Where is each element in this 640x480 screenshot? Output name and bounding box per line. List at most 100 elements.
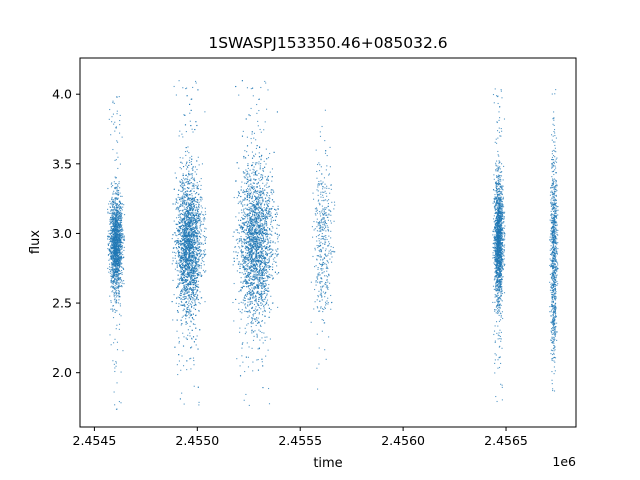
data-point bbox=[179, 240, 181, 242]
data-point bbox=[187, 246, 189, 248]
data-point bbox=[185, 224, 187, 226]
data-point bbox=[187, 275, 190, 277]
data-point bbox=[112, 252, 114, 254]
data-point bbox=[196, 217, 198, 219]
data-point bbox=[121, 195, 123, 197]
data-point bbox=[115, 279, 118, 281]
data-point bbox=[116, 186, 118, 188]
data-point bbox=[113, 217, 115, 219]
data-point bbox=[183, 234, 185, 236]
data-point bbox=[118, 238, 120, 240]
data-point bbox=[115, 291, 117, 293]
data-point bbox=[110, 210, 112, 212]
data-point bbox=[195, 275, 197, 277]
data-point bbox=[182, 289, 184, 291]
data-point bbox=[177, 255, 179, 257]
data-point bbox=[192, 318, 194, 320]
data-point bbox=[119, 313, 121, 315]
data-point bbox=[193, 228, 195, 230]
data-point bbox=[120, 216, 122, 218]
data-point bbox=[185, 249, 187, 251]
data-point bbox=[183, 232, 185, 234]
data-point bbox=[113, 391, 115, 393]
data-point bbox=[191, 251, 193, 253]
data-point bbox=[117, 254, 119, 256]
data-point bbox=[107, 212, 109, 214]
data-point bbox=[183, 229, 185, 231]
data-point bbox=[113, 254, 115, 256]
data-point bbox=[180, 203, 182, 205]
data-point bbox=[187, 238, 190, 240]
data-point bbox=[183, 195, 186, 197]
data-point bbox=[120, 279, 122, 281]
data-point bbox=[115, 310, 117, 312]
data-point bbox=[180, 266, 182, 268]
data-point bbox=[184, 178, 186, 180]
data-point bbox=[113, 241, 116, 243]
data-point bbox=[118, 181, 120, 183]
data-point bbox=[187, 311, 189, 313]
data-point bbox=[187, 291, 189, 294]
data-point bbox=[118, 96, 120, 98]
data-point bbox=[188, 164, 190, 166]
data-point bbox=[186, 261, 188, 263]
data-point bbox=[188, 254, 190, 256]
data-point bbox=[185, 318, 187, 320]
data-point bbox=[183, 252, 185, 254]
data-point bbox=[201, 211, 203, 213]
data-point bbox=[114, 292, 116, 294]
data-point bbox=[118, 241, 121, 243]
data-point bbox=[189, 281, 191, 283]
data-point bbox=[118, 299, 120, 301]
data-point bbox=[196, 227, 198, 229]
data-point bbox=[110, 308, 112, 310]
data-point bbox=[185, 215, 187, 217]
data-point bbox=[188, 225, 190, 228]
data-point bbox=[181, 258, 183, 260]
data-point bbox=[179, 261, 181, 263]
data-point bbox=[108, 236, 110, 238]
data-point bbox=[190, 288, 192, 290]
data-point bbox=[184, 273, 186, 275]
data-point bbox=[189, 212, 191, 214]
data-point bbox=[181, 230, 184, 232]
data-point bbox=[113, 248, 116, 250]
data-point bbox=[123, 256, 125, 259]
data-point bbox=[184, 188, 186, 190]
data-point bbox=[115, 246, 117, 249]
data-point bbox=[190, 230, 192, 232]
data-point bbox=[193, 241, 195, 243]
data-point bbox=[198, 239, 200, 241]
data-point bbox=[116, 212, 118, 215]
data-point bbox=[198, 257, 200, 259]
data-point bbox=[181, 225, 183, 227]
data-point bbox=[183, 251, 186, 254]
data-point bbox=[183, 336, 185, 338]
data-point bbox=[185, 321, 187, 323]
data-point bbox=[114, 228, 116, 230]
data-point bbox=[109, 206, 111, 208]
data-point bbox=[116, 280, 119, 282]
data-point bbox=[189, 242, 191, 244]
data-point bbox=[190, 276, 192, 278]
data-point bbox=[179, 265, 181, 267]
data-point bbox=[185, 279, 187, 281]
data-point bbox=[188, 159, 190, 161]
data-point bbox=[111, 283, 113, 285]
data-point bbox=[190, 347, 192, 349]
data-point bbox=[113, 272, 115, 274]
data-point bbox=[196, 281, 198, 283]
data-point bbox=[119, 238, 121, 240]
data-point bbox=[118, 285, 120, 287]
data-point bbox=[193, 284, 195, 286]
data-point bbox=[195, 224, 197, 226]
data-point bbox=[192, 166, 194, 168]
data-point bbox=[186, 287, 188, 289]
data-point bbox=[119, 216, 121, 218]
data-point bbox=[114, 218, 116, 220]
data-point bbox=[191, 199, 193, 201]
data-point bbox=[187, 176, 189, 178]
data-point bbox=[188, 255, 190, 257]
data-point bbox=[197, 298, 199, 301]
data-point bbox=[120, 214, 122, 216]
